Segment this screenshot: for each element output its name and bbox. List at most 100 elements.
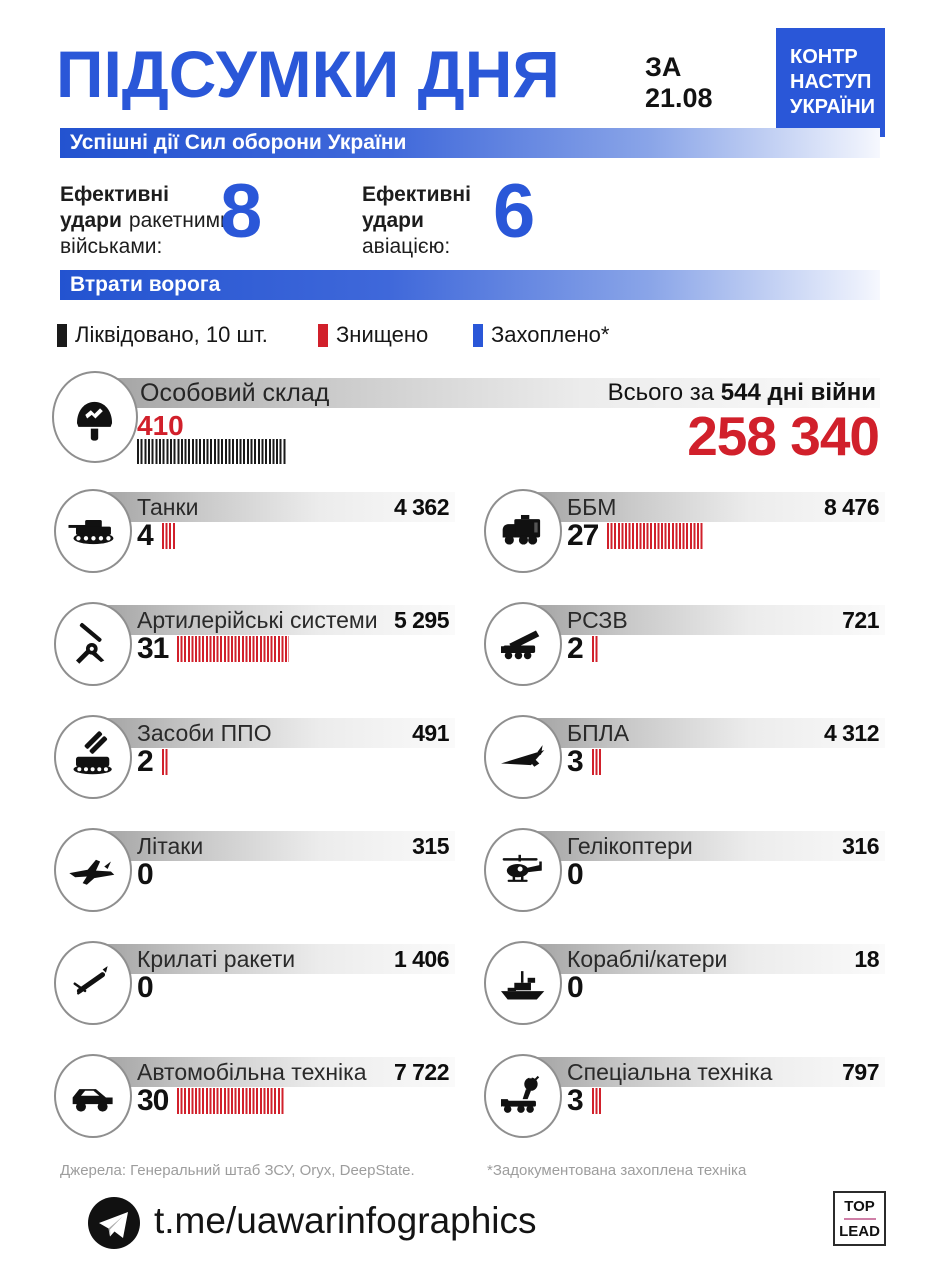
item-daily: 31 xyxy=(137,632,290,666)
item-total: 5 295 xyxy=(393,606,450,633)
item-daily-count: 30 xyxy=(137,1084,169,1117)
ship-icon xyxy=(484,941,562,1025)
top-lead-logo-divider xyxy=(843,1217,876,1220)
top-lead-logo-top: TOP xyxy=(844,1197,875,1215)
item-daily: 2 xyxy=(567,632,599,666)
legend-label: Знищено xyxy=(336,322,429,347)
date-word: ЗА xyxy=(645,52,682,82)
strike-line: військами: xyxy=(60,235,163,258)
top-lead-logo-bottom: LEAD xyxy=(839,1222,880,1240)
section-bar-success: Успішні дії Сил оборони України xyxy=(60,128,880,158)
legend-item: Ліквідовано, 10 шт. xyxy=(57,322,268,348)
item-tally-marks xyxy=(177,636,290,662)
item-label: Автомобільна техніка xyxy=(137,1058,367,1085)
item-daily-count: 27 xyxy=(567,519,599,552)
aviation-strikes-block: Ефективні удари авіацією: xyxy=(362,182,471,260)
item-label: БПЛА xyxy=(567,719,630,746)
item-bar: БПЛА 4 312 xyxy=(530,718,885,748)
item-tally-marks xyxy=(161,523,176,549)
item-bar: Гелікоптери 316 xyxy=(530,831,885,861)
item-bar: Танки 4 362 xyxy=(100,492,455,522)
item-label: Засоби ППО xyxy=(137,719,272,746)
item-tally-marks xyxy=(607,523,705,549)
item-bar: ББМ 8 476 xyxy=(530,492,885,522)
item-daily-count: 0 xyxy=(137,971,154,1004)
item-daily: 3 xyxy=(567,745,603,779)
item-total: 315 xyxy=(412,832,449,859)
legend-swatch xyxy=(57,323,67,347)
badge-line: УКРАЇНИ xyxy=(790,96,876,118)
item-daily-count: 31 xyxy=(137,632,169,665)
legend-swatch xyxy=(318,323,328,347)
item-daily-count: 3 xyxy=(567,745,584,778)
vehicle-icon xyxy=(54,1054,132,1138)
item-daily: 0 xyxy=(137,858,154,892)
item-bar: Крилаті ракети 1 406 xyxy=(100,944,455,974)
armored-vehicle-icon xyxy=(484,489,562,573)
artillery-icon xyxy=(54,602,132,686)
personnel-bar: Особовий склад Всього за 544 дні війни xyxy=(100,378,880,408)
section-bar-losses: Втрати ворога xyxy=(60,270,880,300)
drone-icon xyxy=(484,715,562,799)
personnel-label: Особовий склад xyxy=(140,378,330,407)
item-daily-count: 4 xyxy=(137,519,154,552)
personnel-total-days: 544 дні війни xyxy=(720,379,876,406)
item-total: 4 312 xyxy=(823,719,880,746)
item-tally-marks xyxy=(177,1088,286,1114)
aviation-strikes-count: 6 xyxy=(493,169,535,254)
item-bar: Кораблі/катери 18 xyxy=(530,944,885,974)
item-total: 491 xyxy=(412,719,449,746)
personnel-daily-count: 410 xyxy=(137,410,184,441)
item-daily: 27 xyxy=(567,519,705,553)
item-tally-marks xyxy=(591,636,599,662)
date-value: 21.08 xyxy=(645,83,713,113)
item-label: Крилаті ракети xyxy=(137,945,296,972)
strike-line: Ефективні xyxy=(60,183,169,206)
item-bar: Автомобільна техніка 7 722 xyxy=(100,1057,455,1087)
personnel-tally-marks xyxy=(137,439,287,464)
air-defense-icon xyxy=(54,715,132,799)
item-label: РСЗВ xyxy=(567,606,628,633)
item-label: Артилерійські системи xyxy=(137,606,378,633)
item-label: Кораблі/катери xyxy=(567,945,728,972)
telegram-icon[interactable] xyxy=(88,1197,140,1249)
personnel-total-caption: Всього за 544 дні війни xyxy=(608,379,880,407)
item-total: 8 476 xyxy=(823,493,880,520)
item-tally-marks xyxy=(591,749,603,775)
item-daily: 2 xyxy=(137,745,169,779)
special-equipment-icon xyxy=(484,1054,562,1138)
item-daily: 0 xyxy=(137,971,154,1005)
badge-line: НАСТУП xyxy=(790,71,872,93)
item-bar: РСЗВ 721 xyxy=(530,605,885,635)
item-label: Танки xyxy=(137,493,199,520)
strike-line: Ефективні xyxy=(362,183,471,206)
strike-line: удари xyxy=(60,209,122,232)
jet-icon xyxy=(54,828,132,912)
item-daily: 30 xyxy=(137,1084,286,1118)
section-bar-success-label: Успішні дії Сил оборони України xyxy=(70,131,407,154)
item-daily: 4 xyxy=(137,519,176,553)
item-bar: Засоби ППО 491 xyxy=(100,718,455,748)
item-tally-marks xyxy=(161,749,169,775)
item-total: 18 xyxy=(854,945,879,972)
page-title: ПІДСУМКИ ДНЯ xyxy=(56,37,560,111)
legend-item: Захоплено* xyxy=(473,322,609,348)
item-label: Спеціальна техніка xyxy=(567,1058,773,1085)
item-label: Літаки xyxy=(137,832,204,859)
item-total: 7 722 xyxy=(393,1058,450,1085)
section-bar-losses-label: Втрати ворога xyxy=(70,273,221,296)
legend-item: Знищено xyxy=(318,322,428,348)
item-total: 4 362 xyxy=(393,493,450,520)
counteroffensive-badge: КОНТР НАСТУП УКРАЇНИ xyxy=(776,28,885,137)
telegram-channel-link[interactable]: t.me/uawarinfographics xyxy=(154,1200,537,1241)
item-label: ББМ xyxy=(567,493,617,520)
helicopter-icon xyxy=(484,828,562,912)
item-total: 1 406 xyxy=(393,945,450,972)
captured-note: *Задокументована захоплена техніка xyxy=(487,1162,747,1179)
sources-note: Джерела: Генеральний штаб ЗСУ, Oryx, Dee… xyxy=(60,1162,415,1179)
top-lead-logo: TOP LEAD xyxy=(833,1191,886,1246)
item-bar: Літаки 315 xyxy=(100,831,455,861)
item-total: 316 xyxy=(842,832,879,859)
legend-label: Ліквідовано, 10 шт. xyxy=(75,322,268,347)
